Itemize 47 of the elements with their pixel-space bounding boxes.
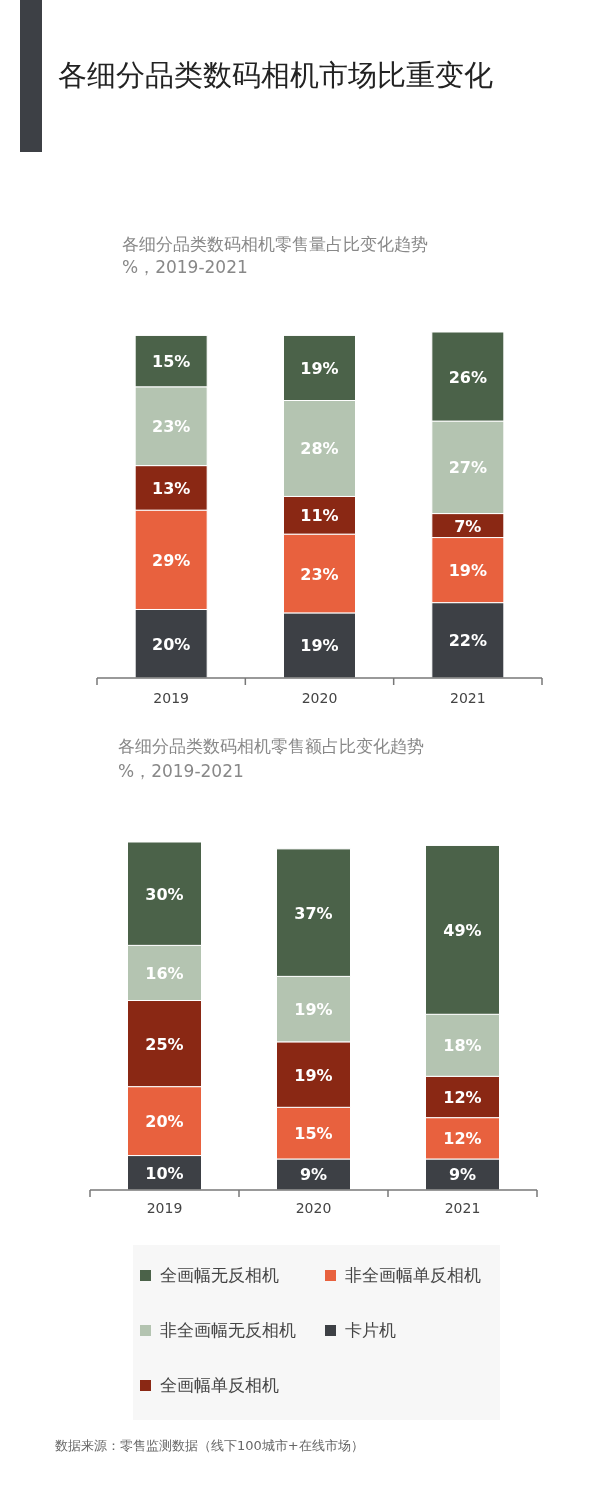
- chart-title: 各细分品类数码相机市场比重变化: [58, 58, 493, 92]
- data-label: 15%: [152, 352, 191, 372]
- data-label: 26%: [448, 367, 487, 387]
- data-label: 19%: [448, 561, 487, 581]
- data-label: 19%: [294, 1065, 333, 1085]
- data-label: 30%: [145, 884, 184, 904]
- legend-label: 非全画幅单反相机: [345, 1265, 481, 1285]
- x-tick-label: 2021: [444, 1200, 481, 1216]
- x-tick-label: 2019: [153, 690, 189, 706]
- data-label: 16%: [145, 963, 184, 983]
- text: %，2019-2021: [118, 761, 244, 781]
- data-label: 19%: [300, 358, 339, 378]
- data-label: 20%: [152, 634, 191, 654]
- chart-title: 各细分品类数码相机零售额占比变化趋势: [118, 736, 424, 756]
- data-label: 22%: [448, 631, 487, 651]
- legend-label: 非全画幅无反相机: [160, 1320, 296, 1340]
- data-label: 10%: [145, 1163, 184, 1183]
- x-tick-label: 2020: [301, 690, 338, 706]
- data-label: 25%: [145, 1034, 184, 1054]
- data-label: 49%: [443, 920, 482, 940]
- data-label: 13%: [152, 478, 191, 498]
- legend-label: 全画幅无反相机: [160, 1265, 279, 1285]
- x-tick-label: 2020: [295, 1200, 332, 1216]
- data-label: 28%: [300, 439, 339, 459]
- data-label: 9%: [299, 1165, 328, 1185]
- text: %，2019-2021: [122, 257, 248, 277]
- data-label: 9%: [448, 1165, 477, 1185]
- data-label: 29%: [152, 550, 191, 570]
- chart-subtitle: 各细分品类数码相机零售量占比变化趋势: [122, 234, 428, 254]
- data-label: 11%: [300, 506, 339, 526]
- data-label: 23%: [300, 564, 339, 584]
- legend-label: 全画幅单反相机: [160, 1375, 279, 1395]
- data-label: 20%: [145, 1112, 184, 1132]
- data-label: 12%: [443, 1087, 482, 1107]
- source-note: 数据来源：零售监测数据（线下100城市+在线市场）: [55, 1438, 364, 1453]
- data-label: 19%: [294, 1000, 333, 1020]
- x-tick-label: 2019: [146, 1200, 183, 1216]
- data-label: 23%: [152, 417, 191, 437]
- x-tick-label: 2021: [450, 690, 486, 706]
- data-label: 7%: [454, 516, 482, 536]
- data-label: 19%: [300, 636, 339, 656]
- data-label: 15%: [294, 1124, 333, 1144]
- data-label: 12%: [443, 1129, 482, 1149]
- legend-label: 卡片机: [345, 1320, 396, 1340]
- data-label: 37%: [294, 903, 333, 923]
- data-label: 18%: [443, 1036, 482, 1056]
- data-label: 27%: [448, 458, 487, 478]
